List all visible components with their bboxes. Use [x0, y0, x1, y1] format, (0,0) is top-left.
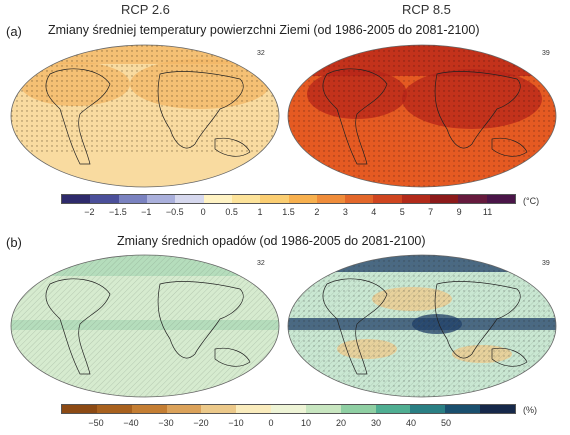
precipitation-colorbar-ticks: −50 −40 −30 −20 −10 0 10 20 30 40 50 [61, 418, 516, 430]
panel-a-letter: (a) [6, 24, 22, 39]
panel-a-left-model-count: 32 [257, 50, 265, 57]
precipitation-colorbar-tick-label: 40 [405, 418, 416, 428]
temperature-colorbar-tick-label: 11 [482, 207, 493, 217]
panel-b-right-model-count: 39 [542, 260, 550, 267]
temperature-colorbar-swatch [458, 195, 487, 203]
map-temperature-rcp85 [287, 44, 557, 188]
temperature-colorbar-tick-label: 0.5 [225, 207, 238, 217]
precipitation-colorbar-tick-label: −10 [228, 418, 244, 428]
scenario-label-rcp85: RCP 8.5 [402, 2, 451, 17]
precipitation-colorbar-swatch [62, 405, 97, 413]
panel-a-right-model-count: 39 [542, 50, 550, 57]
temperature-colorbar-tick-label: 9 [456, 207, 462, 217]
panel-b-left-model-count: 32 [257, 260, 265, 267]
precipitation-colorbar-tick-label: 30 [370, 418, 381, 428]
temperature-colorbar-swatch [203, 195, 232, 203]
precipitation-colorbar-tick-label: 10 [300, 418, 311, 428]
temperature-colorbar-ticks: −2 −1.5 −1 −0.5 0 0.5 1 1.5 2 3 4 5 7 9 11 [61, 207, 516, 219]
precipitation-colorbar-tick-label: −30 [158, 418, 174, 428]
temperature-colorbar-swatch [90, 195, 119, 203]
precipitation-colorbar-tick-label: 20 [335, 418, 346, 428]
precipitation-unit: (%) [523, 405, 537, 415]
temperature-colorbar-tick-label: −1 [141, 207, 152, 217]
precipitation-colorbar-tick-label: −20 [193, 418, 209, 428]
temperature-colorbar-swatch [62, 195, 91, 203]
temperature-unit: (°C) [523, 196, 540, 206]
scenario-label-rcp26: RCP 2.6 [121, 2, 170, 17]
panel-b-title: Zmiany średnich opadów (od 1986-2005 do … [117, 234, 426, 248]
panel-a-title: Zmiany średniej temperatury powierzchni … [48, 23, 480, 37]
temperature-colorbar-swatch [430, 195, 459, 203]
precipitation-colorbar [61, 404, 516, 414]
precipitation-colorbar-swatch [96, 405, 132, 413]
temperature-colorbar-swatch [373, 195, 402, 203]
precipitation-colorbar-swatch [131, 405, 167, 413]
precipitation-colorbar-swatch [445, 405, 481, 413]
temperature-colorbar-tick-label: 4 [371, 207, 377, 217]
precipitation-colorbar-swatch [340, 405, 376, 413]
temperature-colorbar [61, 194, 516, 204]
temperature-colorbar-tick-label: −1.5 [108, 207, 127, 217]
temperature-colorbar-tick-label: 1.5 [282, 207, 295, 217]
map-temperature-rcp26 [10, 44, 280, 188]
temperature-colorbar-swatch [118, 195, 147, 203]
temperature-colorbar-tick-label: −0.5 [165, 207, 184, 217]
panel-b-letter: (b) [6, 235, 22, 250]
temperature-colorbar-tick-label: 7 [428, 207, 434, 217]
temperature-colorbar-swatch [316, 195, 346, 203]
temperature-colorbar-tick-label: 0 [200, 207, 206, 217]
temperature-colorbar-swatch [260, 195, 289, 203]
precipitation-colorbar-swatch [410, 405, 446, 413]
temperature-colorbar-tick-label: 3 [342, 207, 348, 217]
precipitation-colorbar-tick-label: −50 [88, 418, 104, 428]
temperature-colorbar-tick-label: 5 [399, 207, 405, 217]
temperature-colorbar-swatch [175, 195, 204, 203]
temperature-colorbar-swatch [231, 195, 261, 203]
temperature-colorbar-tick-label: 2 [314, 207, 320, 217]
temperature-colorbar-swatch [146, 195, 176, 203]
precipitation-colorbar-tick-label: 50 [440, 418, 451, 428]
precipitation-colorbar-swatch [236, 405, 272, 413]
map-precipitation-rcp85 [287, 254, 557, 398]
map-precipitation-rcp26 [10, 254, 280, 398]
precipitation-colorbar-swatch [201, 405, 237, 413]
temperature-colorbar-swatch [288, 195, 317, 203]
temperature-colorbar-tick-label: −2 [84, 207, 95, 217]
temperature-colorbar-tick-label: 1 [257, 207, 263, 217]
temperature-colorbar-swatch [345, 195, 374, 203]
precipitation-colorbar-swatch [480, 405, 515, 413]
precipitation-colorbar-tick-label: −40 [123, 418, 139, 428]
precipitation-colorbar-swatch [271, 405, 306, 413]
precipitation-colorbar-tick-label: 0 [268, 418, 274, 428]
precipitation-colorbar-swatch [375, 405, 411, 413]
temperature-colorbar-swatch [486, 195, 515, 203]
precipitation-colorbar-swatch [166, 405, 202, 413]
temperature-colorbar-swatch [401, 195, 431, 203]
precipitation-colorbar-swatch [305, 405, 341, 413]
